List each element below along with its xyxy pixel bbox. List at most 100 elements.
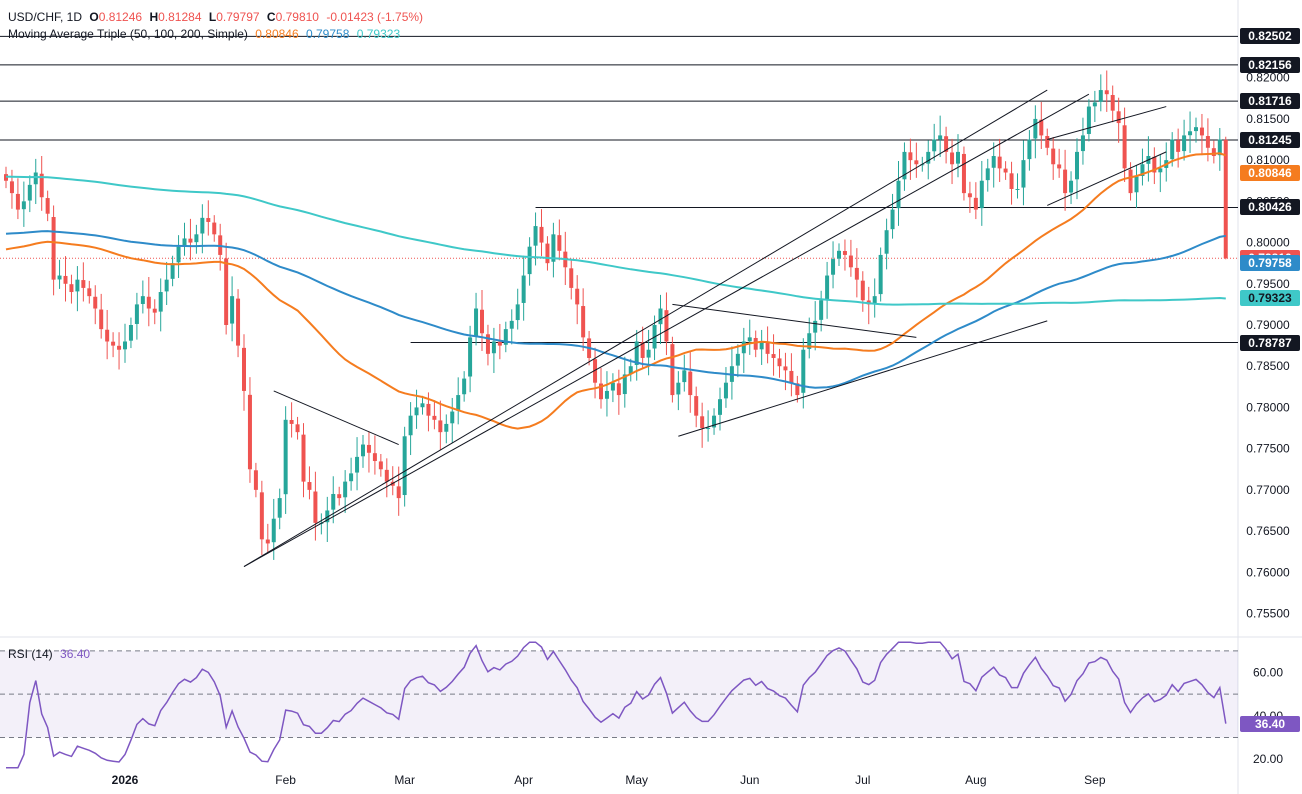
candle-body bbox=[610, 382, 615, 391]
candle-body bbox=[128, 325, 133, 341]
candle-body bbox=[1152, 156, 1157, 173]
ma-title[interactable]: Moving Average Triple (50, 100, 200, Sim… bbox=[8, 27, 248, 41]
ma50-value: 0.80846 bbox=[255, 27, 299, 41]
high-value: 0.81284 bbox=[158, 10, 202, 24]
close-value: 0.79810 bbox=[275, 10, 319, 24]
candle-body bbox=[938, 135, 943, 140]
candle-body bbox=[1104, 90, 1109, 95]
candle-body bbox=[1211, 148, 1216, 157]
candle-body bbox=[926, 151, 931, 164]
candle-body bbox=[146, 296, 151, 309]
ohlc-open: O0.81246 bbox=[89, 10, 143, 24]
candle-body bbox=[1063, 169, 1068, 194]
candle-body bbox=[468, 337, 473, 377]
candle-body bbox=[247, 394, 252, 470]
price-tag: 0.81245 bbox=[1240, 131, 1300, 148]
candle-body bbox=[1033, 118, 1038, 139]
candle-body bbox=[123, 341, 127, 350]
candle-body bbox=[283, 419, 288, 495]
price-tick-label: 0.78500 bbox=[1246, 359, 1290, 373]
candle-body bbox=[771, 354, 776, 358]
candle-body bbox=[807, 333, 812, 349]
ma-legend: Moving Average Triple (50, 100, 200, Sim… bbox=[8, 27, 404, 41]
candle-body bbox=[539, 226, 544, 243]
candle-body bbox=[712, 415, 717, 428]
candle-body bbox=[349, 473, 354, 482]
candle-body bbox=[140, 296, 145, 304]
open-value: 0.81246 bbox=[98, 10, 143, 24]
candle-body bbox=[604, 390, 609, 399]
ma50-line bbox=[5, 152, 1227, 430]
price-tick-label: 0.77500 bbox=[1246, 442, 1290, 456]
candle-body bbox=[1205, 136, 1210, 148]
candle-body bbox=[694, 396, 699, 416]
candle-body bbox=[783, 366, 788, 371]
candle-body bbox=[27, 184, 32, 201]
time-axis-label: Aug bbox=[965, 773, 986, 787]
candle-body bbox=[664, 310, 669, 342]
ohlc-close: C0.79810 bbox=[266, 10, 319, 24]
candle-body bbox=[1116, 111, 1121, 124]
candle-body bbox=[872, 296, 877, 304]
candle-body bbox=[1075, 151, 1079, 180]
candle-body bbox=[753, 337, 758, 350]
candle-body bbox=[777, 358, 782, 367]
candle-body bbox=[521, 275, 526, 303]
time-axis-label: 2026 bbox=[112, 773, 139, 787]
symbol-label[interactable]: USD/CHF, 1D bbox=[8, 10, 83, 24]
candle-body bbox=[837, 250, 841, 259]
rsi-legend-value: 36.40 bbox=[60, 647, 91, 661]
candle-body bbox=[533, 226, 538, 246]
candle-body bbox=[1170, 139, 1175, 160]
price-tick-label: 0.79000 bbox=[1246, 318, 1290, 332]
candle-body bbox=[950, 152, 955, 165]
rsi-title[interactable]: RSI (14) bbox=[8, 647, 53, 661]
candle-body bbox=[313, 491, 318, 523]
candle-body bbox=[230, 296, 235, 324]
candle-body bbox=[1176, 140, 1181, 152]
candle-body bbox=[961, 153, 966, 194]
candle-body bbox=[325, 510, 330, 523]
candle-body bbox=[1051, 148, 1056, 165]
candle-body bbox=[408, 415, 413, 436]
candle-body bbox=[890, 209, 895, 230]
rsi-legend: RSI (14) 36.40 bbox=[8, 647, 94, 661]
candle-body bbox=[105, 329, 110, 342]
candle-body bbox=[545, 243, 550, 264]
price-tag: 0.80426 bbox=[1240, 199, 1300, 216]
candle-body bbox=[152, 308, 157, 313]
candle-body bbox=[200, 217, 205, 234]
candle-body bbox=[1009, 173, 1014, 189]
ma100-line bbox=[5, 230, 1226, 389]
candle-body bbox=[253, 470, 258, 490]
candle-body bbox=[1158, 168, 1163, 173]
candle-body bbox=[944, 136, 949, 152]
candle-body bbox=[551, 234, 556, 262]
candle-body bbox=[646, 349, 651, 358]
candle-body bbox=[1039, 119, 1044, 136]
candle-body bbox=[1069, 180, 1074, 193]
time-axis-label: Mar bbox=[394, 773, 415, 787]
candle-body bbox=[134, 304, 139, 324]
candle-body bbox=[914, 160, 919, 165]
candle-body bbox=[1003, 168, 1008, 173]
candle-body bbox=[301, 434, 306, 482]
ma200-line bbox=[5, 175, 1226, 306]
candle-body bbox=[640, 342, 645, 358]
candle-body bbox=[378, 461, 383, 470]
candle-body bbox=[1080, 135, 1085, 152]
candle-body bbox=[503, 329, 508, 345]
candle-body bbox=[735, 353, 740, 366]
candle-body bbox=[111, 341, 116, 346]
price-tick-label: 0.81000 bbox=[1246, 153, 1290, 167]
candle-body bbox=[355, 456, 360, 473]
price-tick-label: 0.77000 bbox=[1246, 483, 1290, 497]
candle-body bbox=[361, 444, 365, 457]
ma100-value: 0.79758 bbox=[306, 27, 350, 41]
candle-body bbox=[813, 320, 818, 333]
rsi-tick-label: 60.00 bbox=[1253, 666, 1283, 680]
symbol-legend: USD/CHF, 1D O0.81246 H0.81284 L0.79797 C… bbox=[8, 10, 427, 24]
time-axis-label: Jul bbox=[855, 773, 870, 787]
candle-body bbox=[700, 416, 705, 429]
